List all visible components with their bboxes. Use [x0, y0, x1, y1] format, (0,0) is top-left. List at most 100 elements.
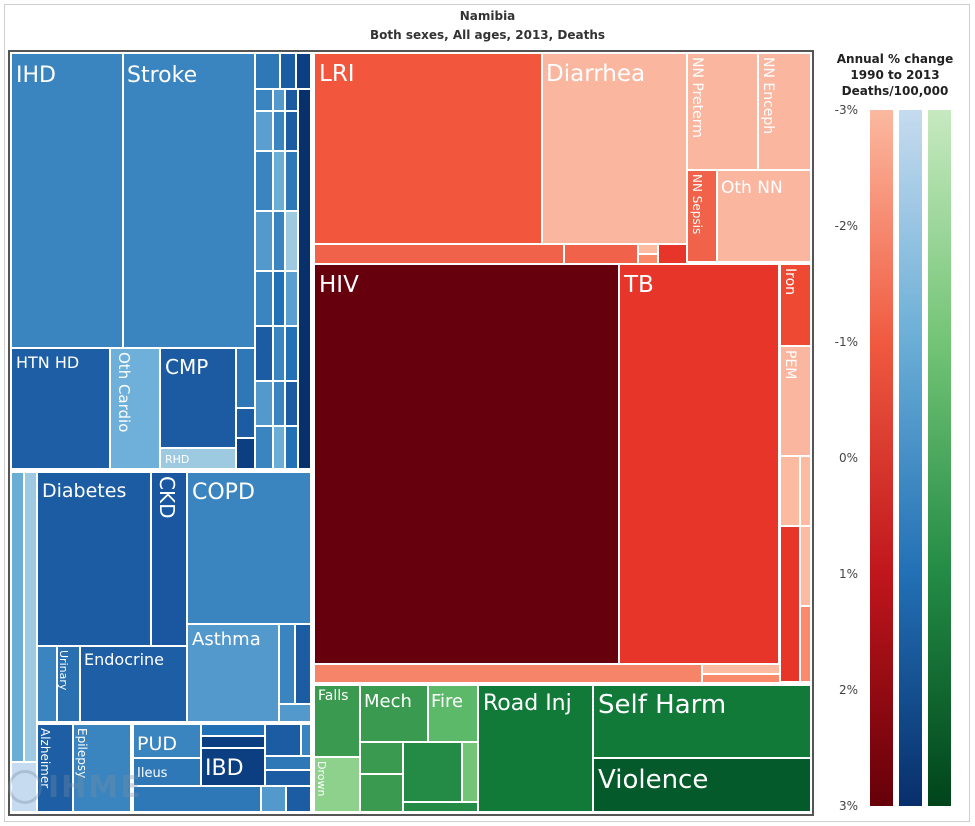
cause-label: TB	[623, 272, 654, 298]
cause-label: NN Enceph	[760, 57, 776, 134]
cause-label: NN Sepsis	[690, 174, 704, 234]
cause-block	[272, 270, 286, 327]
cause-block	[254, 88, 274, 112]
cause-label: Violence	[598, 765, 708, 795]
cause-block	[285, 785, 312, 813]
cause-block	[272, 88, 286, 112]
cause-oth-cardio	[109, 347, 161, 470]
cause-lri	[313, 52, 543, 245]
cause-block	[254, 380, 274, 427]
cause-block	[359, 773, 404, 813]
cause-block	[657, 243, 688, 265]
cause-hiv	[313, 263, 620, 665]
cause-block	[799, 525, 812, 607]
legend-tick: 2%	[838, 683, 858, 697]
cause-label: Drown	[315, 761, 328, 796]
cause-block	[294, 623, 312, 705]
cause-block	[272, 210, 286, 272]
cause-label: PEM	[782, 350, 798, 379]
cause-block	[254, 110, 274, 152]
cause-block	[272, 325, 286, 382]
cause-ckd	[150, 471, 188, 647]
cause-block	[284, 150, 299, 212]
cause-block	[254, 52, 281, 90]
cause-ihd	[10, 52, 124, 349]
cause-block	[254, 270, 274, 327]
cause-block	[272, 110, 286, 152]
cause-block	[235, 407, 256, 439]
cause-block	[637, 243, 659, 255]
legend-bar-red	[870, 110, 893, 806]
cause-rhd	[159, 447, 237, 470]
ihme-logo-icon	[8, 770, 42, 804]
cause-ibd	[200, 747, 266, 787]
cause-block	[235, 437, 256, 470]
cause-block	[36, 645, 58, 723]
cause-block	[295, 52, 312, 90]
cause-label: Falls	[318, 688, 348, 704]
cause-ileus	[132, 757, 202, 787]
legend-tick: 1%	[838, 567, 858, 581]
cause-nn-sepsis	[686, 169, 718, 263]
cause-block	[284, 110, 299, 152]
cause-label: Diarrhea	[546, 61, 645, 87]
cause-iron	[779, 263, 812, 347]
cause-label: Alzheimer	[38, 728, 52, 788]
cause-label: Epilepsy	[75, 728, 89, 778]
cause-label: Asthma	[192, 629, 261, 650]
cause-nn-enceph	[757, 52, 812, 171]
cause-label: HIV	[319, 272, 359, 298]
cause-block	[297, 88, 312, 470]
cause-block	[264, 769, 312, 787]
cause-label: Ileus	[137, 766, 168, 781]
cause-block	[278, 623, 296, 705]
cause-pud	[132, 723, 202, 759]
cause-pem	[779, 345, 812, 457]
cause-block	[23, 471, 38, 763]
cause-block	[779, 525, 801, 683]
cause-block	[254, 325, 274, 382]
cause-block	[701, 673, 781, 684]
cause-block	[284, 88, 299, 112]
cause-label: Diabetes	[42, 480, 126, 502]
legend-tick: -3%	[834, 103, 858, 117]
cause-cmp	[159, 347, 237, 449]
cause-block	[300, 723, 312, 757]
cause-block	[132, 785, 262, 813]
cause-block	[284, 270, 299, 327]
cause-tb	[618, 263, 780, 665]
cause-block	[799, 455, 812, 527]
cause-label: IBD	[205, 756, 244, 781]
cause-block	[637, 253, 659, 265]
cause-label: HTN HD	[16, 353, 79, 372]
cause-endocrine	[79, 645, 188, 723]
legend-title-line-3: Deaths/100,000	[841, 84, 949, 98]
cause-label: Oth NN	[721, 178, 783, 198]
cause-label: Road Inj	[483, 691, 572, 716]
cause-block	[254, 210, 274, 272]
cause-block	[402, 741, 463, 803]
cause-block	[461, 741, 479, 803]
cause-block	[200, 735, 266, 749]
cause-block	[272, 380, 286, 427]
cause-block	[779, 455, 801, 527]
cause-asthma	[186, 623, 280, 723]
cause-fire	[427, 684, 479, 743]
cause-label: Fire	[431, 691, 463, 712]
cause-label: Endocrine	[84, 650, 164, 669]
cause-label: COPD	[192, 480, 255, 505]
watermark: IHME	[48, 770, 143, 805]
cause-block	[264, 723, 302, 757]
cause-nn-preterm	[686, 52, 759, 171]
cause-block	[284, 380, 299, 427]
cause-label: Mech	[364, 691, 412, 712]
legend-title-line-2: 1990 to 2013	[850, 68, 940, 82]
cause-label: PUD	[137, 733, 177, 755]
cause-block	[313, 243, 565, 265]
cause-block	[284, 325, 299, 382]
cause-label: CKD	[155, 476, 179, 518]
cause-label: CMP	[165, 355, 208, 379]
cause-label: Urinary	[57, 650, 70, 691]
cause-label: Stroke	[127, 63, 197, 88]
